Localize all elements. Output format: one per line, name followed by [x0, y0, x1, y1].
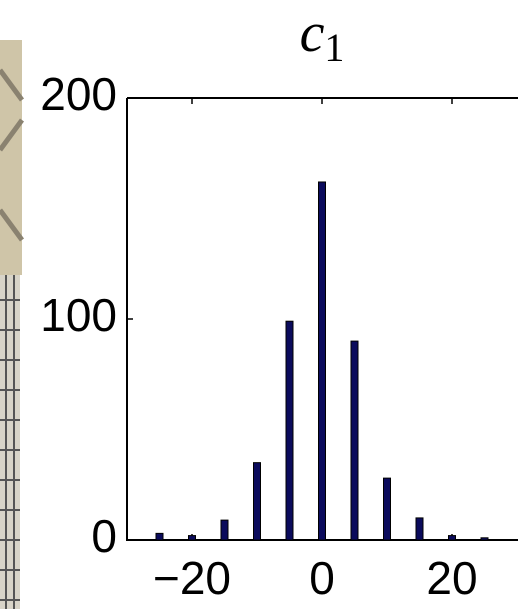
bar: [383, 477, 391, 541]
bar: [155, 532, 164, 541]
bar: [285, 320, 294, 541]
y-tick-label: 100: [40, 289, 117, 341]
x-tick-label: 20: [426, 552, 477, 604]
bar: [188, 535, 196, 541]
x-tick-label: −20: [153, 552, 231, 604]
bar: [220, 519, 229, 541]
bar: [253, 462, 261, 541]
bar: [480, 537, 489, 541]
title-subscript: 1: [324, 25, 344, 70]
bar: [350, 340, 359, 541]
photo-strip: [0, 40, 25, 609]
y-tick-label: 200: [40, 68, 117, 120]
chart-title: c1: [300, 2, 345, 70]
bar: [448, 535, 456, 541]
title-symbol: c: [300, 2, 325, 64]
x-tick-label: 0: [309, 552, 335, 604]
bar: [318, 181, 326, 541]
y-tick-label: 0: [91, 510, 117, 562]
bar: [415, 517, 424, 541]
